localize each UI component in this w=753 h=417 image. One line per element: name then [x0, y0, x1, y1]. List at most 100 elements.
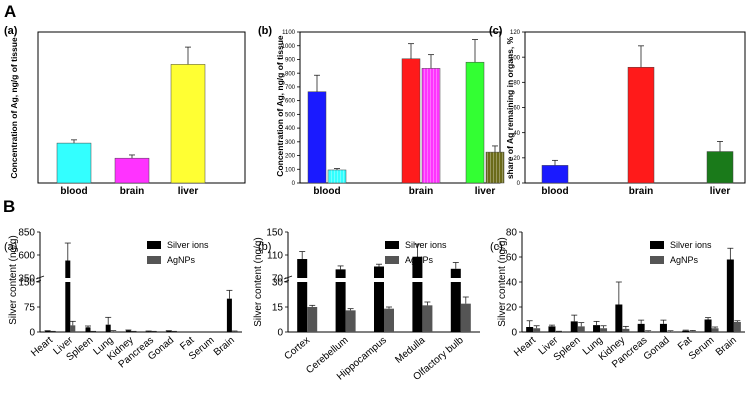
bar-s1: [704, 319, 712, 332]
bar-s1: [615, 304, 623, 332]
bar-s2: [666, 331, 674, 332]
x-tick-label: brain: [629, 186, 653, 197]
bar-s2: [231, 331, 237, 332]
legend-swatch: [385, 256, 399, 264]
x-tick-label: Brain: [714, 335, 739, 358]
y-axis-label: Silver content (ng/g): [8, 235, 19, 325]
y-tick-label: 40: [513, 131, 520, 137]
bar-s1: [297, 259, 308, 332]
bar-s1: [593, 325, 601, 332]
legend-swatch: [147, 241, 161, 249]
panel-label: (c): [490, 241, 503, 253]
plot-frame: [299, 31, 501, 184]
y-tick-label: 600: [18, 251, 35, 262]
x-tick-label: Gonad: [642, 335, 672, 363]
bar: [56, 142, 92, 184]
bar-s1: [105, 324, 111, 332]
legend-swatch: [147, 256, 161, 264]
panel-label: (b): [258, 241, 271, 253]
x-tick-label: Cortex: [282, 335, 312, 362]
panel-b-c: (c)Silver content (ng/g)020406080HeartLi…: [490, 228, 745, 370]
bar-s1: [307, 91, 327, 184]
y-tick-label: 20: [506, 303, 518, 314]
panel-label: (b): [258, 25, 272, 37]
y-tick-label: 200: [285, 154, 296, 160]
bar-s1: [166, 331, 172, 332]
bar-s2: [421, 68, 441, 184]
bar-s2: [384, 308, 394, 332]
bar-s2: [345, 310, 356, 332]
axis-break-mark: [283, 275, 293, 280]
y-tick-label: 100: [510, 55, 521, 61]
bar-s2: [110, 331, 116, 332]
bar-s1: [65, 260, 71, 332]
bar: [170, 64, 206, 184]
legend-swatch: [385, 241, 399, 249]
bar-s1: [526, 327, 534, 332]
bar-s2: [689, 331, 697, 332]
x-tick-label: blood: [541, 186, 568, 197]
bar-s1: [570, 321, 578, 332]
y-tick-label: 900: [285, 58, 296, 64]
y-tick-label: 150: [266, 228, 283, 239]
bar-s1: [146, 331, 152, 332]
y-tick-label: 850: [18, 228, 35, 239]
legend-label: Silver ions: [167, 240, 209, 250]
bar-s2: [577, 326, 585, 332]
y-tick-label: 40: [506, 278, 518, 289]
y-tick-label: 15: [272, 303, 284, 314]
bar-s2: [485, 151, 505, 184]
y-axis-label: Silver content (ng/g): [497, 237, 508, 327]
y-tick-label: 350: [18, 274, 35, 285]
y-tick-label: 0: [277, 328, 283, 339]
x-tick-label: liver: [178, 186, 199, 197]
y-tick-label: 70: [272, 274, 284, 285]
x-tick-label: brain: [409, 186, 433, 197]
bar-s2: [422, 305, 433, 332]
y-axis-label: share of Ag remaining in organs, %: [505, 36, 515, 179]
bar-s2: [644, 331, 652, 332]
y-axis-label: Concentration of Ag, ng/g of tissue: [275, 35, 285, 177]
bar-s1: [125, 330, 131, 332]
bar-s1: [412, 256, 423, 332]
axis-break-mark: [35, 275, 45, 280]
legend-label: Silver ions: [405, 240, 447, 250]
y-tick-label: 100: [285, 167, 296, 173]
panel-a-a: (a)Concentration of Ag, ng/g of tissue bl…: [4, 25, 246, 197]
bar-s1: [659, 323, 667, 332]
y-tick-label: 1100: [282, 30, 296, 36]
legend-label: AgNPs: [167, 255, 196, 265]
y-tick-label: 700: [285, 85, 296, 91]
legend-swatch: [650, 256, 664, 264]
legend-label: AgNPs: [670, 255, 699, 265]
y-tick-label: 0: [511, 328, 517, 339]
bar-s1: [450, 268, 461, 332]
y-axis-label: Silver content (ng/g): [253, 237, 264, 327]
y-tick-label: 20: [513, 156, 520, 162]
y-tick-label: 30: [272, 278, 284, 289]
y-tick-label: 300: [285, 140, 296, 146]
bar-s1: [374, 266, 384, 332]
bar-s2: [70, 325, 76, 332]
bar-s2: [733, 322, 741, 332]
panel-a-c: (c)share of Ag remaining in organs, %0 20…: [489, 25, 746, 197]
x-tick-label: blood: [313, 186, 340, 197]
bar-s1: [401, 58, 421, 184]
section-label-a: A: [4, 2, 16, 21]
y-tick-label: 0: [517, 181, 521, 187]
bar-s2: [711, 328, 719, 332]
y-tick-label: 75: [24, 303, 36, 314]
panel-label: (a): [4, 241, 17, 253]
bar-s1: [548, 326, 556, 332]
panel-label: (c): [489, 25, 503, 37]
x-tick-label: liver: [710, 186, 731, 197]
bar-s2: [622, 328, 630, 332]
y-tick-label: 80: [506, 228, 518, 239]
y-axis-label: Concentration of Ag, ng/g of tissue: [9, 37, 19, 179]
bar-s2: [533, 328, 541, 332]
bar-s1: [637, 323, 645, 332]
y-tick-label: 110: [267, 251, 283, 262]
panel-label: (a): [4, 25, 18, 37]
